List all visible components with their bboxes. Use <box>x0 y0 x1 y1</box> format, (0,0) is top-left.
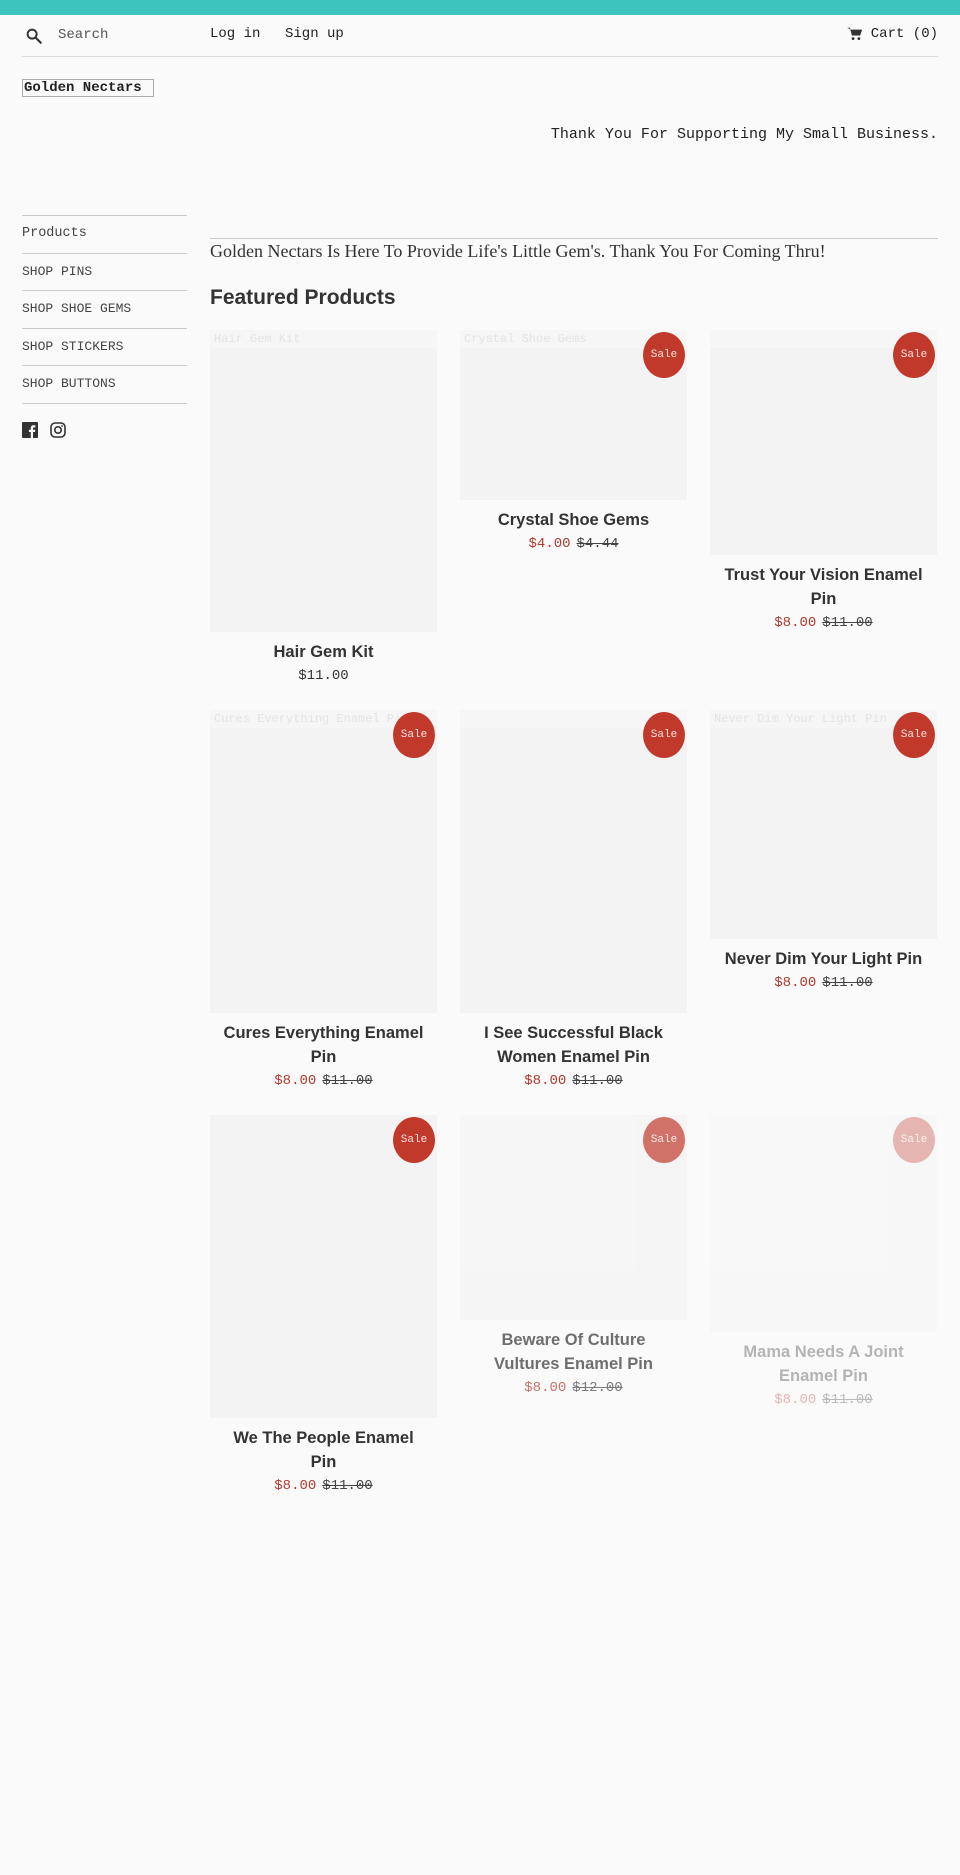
compare-price: $11.00 <box>822 615 873 631</box>
sale-badge: Sale <box>393 712 435 758</box>
product-card-beware-culture-vultures[interactable]: Sale Beware Of Culture Vultures Enamel P… <box>460 1115 687 1398</box>
image-alt-text: Crystal Shoe Gems <box>464 332 587 346</box>
sale-badge: Sale <box>643 712 685 758</box>
product-image: Cures Everything Enamel Pin Sale <box>210 710 437 1013</box>
compare-price: $11.00 <box>822 1392 873 1408</box>
image-alt-text: Hair Gem Kit <box>214 332 301 346</box>
site-logo[interactable]: Golden Nectars <box>22 79 154 97</box>
image-alt-text: Cures Everything Enamel Pin <box>214 712 409 726</box>
login-link[interactable]: Log in <box>210 26 261 42</box>
sale-badge: Sale <box>643 332 685 378</box>
product-card-cures-everything[interactable]: Cures Everything Enamel Pin Sale Cures E… <box>210 710 437 1091</box>
main-divider <box>210 238 938 239</box>
compare-price: $4.44 <box>576 536 619 552</box>
sale-price: $8.00 <box>274 1478 317 1494</box>
image-placeholder-band <box>210 710 437 728</box>
sidebar-item-products[interactable]: Products <box>22 215 187 253</box>
product-image: Never Dim Your Light Pin Sale <box>710 710 937 939</box>
sale-price: $8.00 <box>774 1392 817 1408</box>
sale-price: $8.00 <box>274 1073 317 1089</box>
compare-price: $12.00 <box>572 1380 623 1396</box>
product-price: $8.00 $12.00 <box>460 1378 687 1398</box>
sale-badge: Sale <box>643 1117 685 1163</box>
product-card-never-dim-your-light[interactable]: Never Dim Your Light Pin Sale Never Dim … <box>710 710 937 993</box>
sidebar-item-shop-shoe-gems[interactable]: SHOP SHOE GEMS <box>22 290 187 328</box>
sidebar-nav: Products SHOP PINS SHOP SHOE GEMS SHOP S… <box>22 215 187 404</box>
regular-price: $11.00 <box>298 668 349 684</box>
product-image: Sale <box>460 710 687 1013</box>
signup-link[interactable]: Sign up <box>285 26 344 42</box>
product-price: $11.00 <box>210 666 437 686</box>
product-image: Hair Gem Kit <box>210 330 437 632</box>
image-placeholder-band <box>710 330 937 348</box>
sidebar-item-shop-pins[interactable]: SHOP PINS <box>22 252 187 291</box>
product-card-hair-gem-kit[interactable]: Hair Gem Kit Hair Gem Kit $11.00 <box>210 330 437 686</box>
product-card-crystal-shoe-gems[interactable]: Crystal Shoe Gems Sale Crystal Shoe Gems… <box>460 330 687 554</box>
product-title: We The People Enamel Pin <box>233 1429 414 1471</box>
social-links <box>22 422 66 438</box>
product-card-successful-black-women[interactable]: Sale I See Successful Black Women Enamel… <box>460 710 687 1091</box>
product-image: Sale <box>460 1115 687 1320</box>
product-price: $8.00 $11.00 <box>210 1071 437 1091</box>
image-alt-text: Never Dim Your Light Pin <box>714 712 887 726</box>
compare-price: $11.00 <box>822 975 873 991</box>
sidebar-divider <box>22 402 187 404</box>
image-placeholder-band <box>210 330 437 348</box>
image-placeholder-band <box>710 710 937 728</box>
product-card-trust-your-vision[interactable]: Sale Trust Your Vision Enamel Pin $8.00 $… <box>710 330 937 633</box>
product-title: Crystal Shoe Gems <box>497 511 650 529</box>
product-price: $8.00 $11.00 <box>710 1390 937 1410</box>
sidebar-item-shop-stickers[interactable]: SHOP STICKERS <box>22 327 187 366</box>
sidebar-item-shop-buttons[interactable]: SHOP BUTTONS <box>22 365 187 403</box>
featured-heading: Featured Products <box>210 286 396 309</box>
cart-link[interactable]: Cart (0) <box>847 26 938 42</box>
image-placeholder-band <box>460 710 687 728</box>
product-title: I See Successful Black Women Enamel Pin <box>484 1024 663 1066</box>
product-price: $8.00 $11.00 <box>710 973 937 993</box>
product-price: $4.00 $4.44 <box>460 534 687 554</box>
product-title: Trust Your Vision Enamel Pin <box>724 566 923 608</box>
cart-label: Cart (0) <box>870 26 938 42</box>
sale-badge: Sale <box>893 332 935 378</box>
product-title: Cures Everything Enamel Pin <box>223 1024 424 1066</box>
product-title: Mama Needs A Joint Enamel Pin <box>743 1343 904 1385</box>
announcement-bar <box>0 0 960 15</box>
search-icon[interactable] <box>25 27 43 45</box>
sale-badge: Sale <box>393 1117 435 1163</box>
product-title: Hair Gem Kit <box>273 643 374 661</box>
product-image: Sale <box>210 1115 437 1418</box>
tagline: Thank You For Supporting My Small Busine… <box>550 126 938 143</box>
product-title: Beware Of Culture Vultures Enamel Pin <box>494 1331 653 1373</box>
intro-text: Golden Nectars Is Here To Provide Life's… <box>210 241 826 261</box>
sale-badge: Sale <box>893 1117 935 1163</box>
search-input[interactable] <box>58 23 208 47</box>
product-price: $8.00 $11.00 <box>710 613 937 633</box>
header: Log in Sign up Cart (0) <box>22 15 938 57</box>
product-image: Crystal Shoe Gems Sale <box>460 330 687 500</box>
product-price: $8.00 $11.00 <box>210 1476 437 1496</box>
sale-price: $8.00 <box>774 975 817 991</box>
cart-icon <box>847 27 862 41</box>
compare-price: $11.00 <box>322 1073 373 1089</box>
sale-badge: Sale <box>893 712 935 758</box>
product-price: $8.00 $11.00 <box>460 1071 687 1091</box>
product-image: Sale <box>710 330 937 555</box>
facebook-icon[interactable] <box>22 422 38 438</box>
product-image: Sale <box>710 1115 937 1332</box>
sale-price: $4.00 <box>528 536 571 552</box>
sale-price: $8.00 <box>524 1380 567 1396</box>
image-placeholder-band <box>460 330 687 348</box>
product-title: Never Dim Your Light Pin <box>724 950 923 968</box>
compare-price: $11.00 <box>322 1478 373 1494</box>
sale-price: $8.00 <box>774 615 817 631</box>
product-card-we-the-people[interactable]: Sale We The People Enamel Pin $8.00 $11.0… <box>210 1115 437 1496</box>
sale-price: $8.00 <box>524 1073 567 1089</box>
compare-price: $11.00 <box>572 1073 623 1089</box>
instagram-icon[interactable] <box>50 422 66 438</box>
product-card-mama-needs-a-joint[interactable]: Sale Mama Needs A Joint Enamel Pin $8.00… <box>710 1115 937 1410</box>
